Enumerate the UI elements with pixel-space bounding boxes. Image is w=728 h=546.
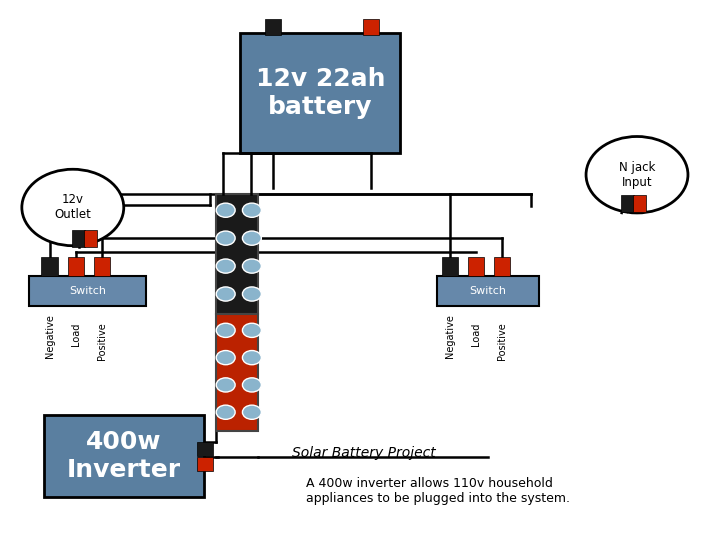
Circle shape [216, 259, 235, 273]
Circle shape [216, 203, 235, 217]
Text: 400w
Inverter: 400w Inverter [67, 430, 181, 482]
FancyBboxPatch shape [29, 276, 146, 306]
FancyBboxPatch shape [363, 19, 379, 35]
Text: Solar Battery Project: Solar Battery Project [292, 446, 436, 460]
Circle shape [216, 378, 235, 392]
FancyBboxPatch shape [94, 257, 110, 276]
FancyBboxPatch shape [216, 314, 258, 431]
FancyBboxPatch shape [197, 442, 213, 456]
Circle shape [216, 405, 235, 419]
Text: N jack
Input: N jack Input [619, 161, 655, 189]
Text: Load: Load [471, 322, 481, 346]
Text: Load: Load [71, 322, 81, 346]
FancyBboxPatch shape [633, 195, 646, 212]
FancyBboxPatch shape [216, 194, 258, 314]
FancyBboxPatch shape [468, 257, 484, 276]
FancyBboxPatch shape [494, 257, 510, 276]
Circle shape [586, 136, 688, 213]
Circle shape [242, 231, 261, 245]
FancyBboxPatch shape [44, 415, 204, 497]
Circle shape [216, 351, 235, 365]
Circle shape [242, 259, 261, 273]
Circle shape [242, 323, 261, 337]
Circle shape [242, 203, 261, 217]
Text: A 400w inverter allows 110v household
appliances to be plugged into the system.: A 400w inverter allows 110v household ap… [306, 477, 570, 506]
FancyBboxPatch shape [240, 33, 400, 153]
Circle shape [216, 287, 235, 301]
FancyBboxPatch shape [197, 457, 213, 471]
Text: 12v
Outlet: 12v Outlet [55, 193, 91, 222]
Circle shape [242, 351, 261, 365]
FancyBboxPatch shape [41, 257, 58, 276]
FancyBboxPatch shape [442, 257, 458, 276]
FancyBboxPatch shape [437, 276, 539, 306]
Text: Positive: Positive [497, 322, 507, 360]
FancyBboxPatch shape [72, 230, 85, 247]
Text: 12v 22ah
battery: 12v 22ah battery [256, 67, 385, 118]
Text: Negative: Negative [445, 314, 455, 358]
FancyBboxPatch shape [84, 230, 97, 247]
Circle shape [242, 378, 261, 392]
Circle shape [216, 323, 235, 337]
Circle shape [242, 287, 261, 301]
Circle shape [22, 169, 124, 246]
Text: Switch: Switch [69, 286, 106, 296]
Text: Positive: Positive [97, 322, 107, 360]
FancyBboxPatch shape [265, 19, 281, 35]
Circle shape [216, 231, 235, 245]
FancyBboxPatch shape [68, 257, 84, 276]
Circle shape [242, 405, 261, 419]
FancyBboxPatch shape [621, 195, 634, 212]
Text: Switch: Switch [470, 286, 506, 296]
Text: Negative: Negative [44, 314, 55, 358]
